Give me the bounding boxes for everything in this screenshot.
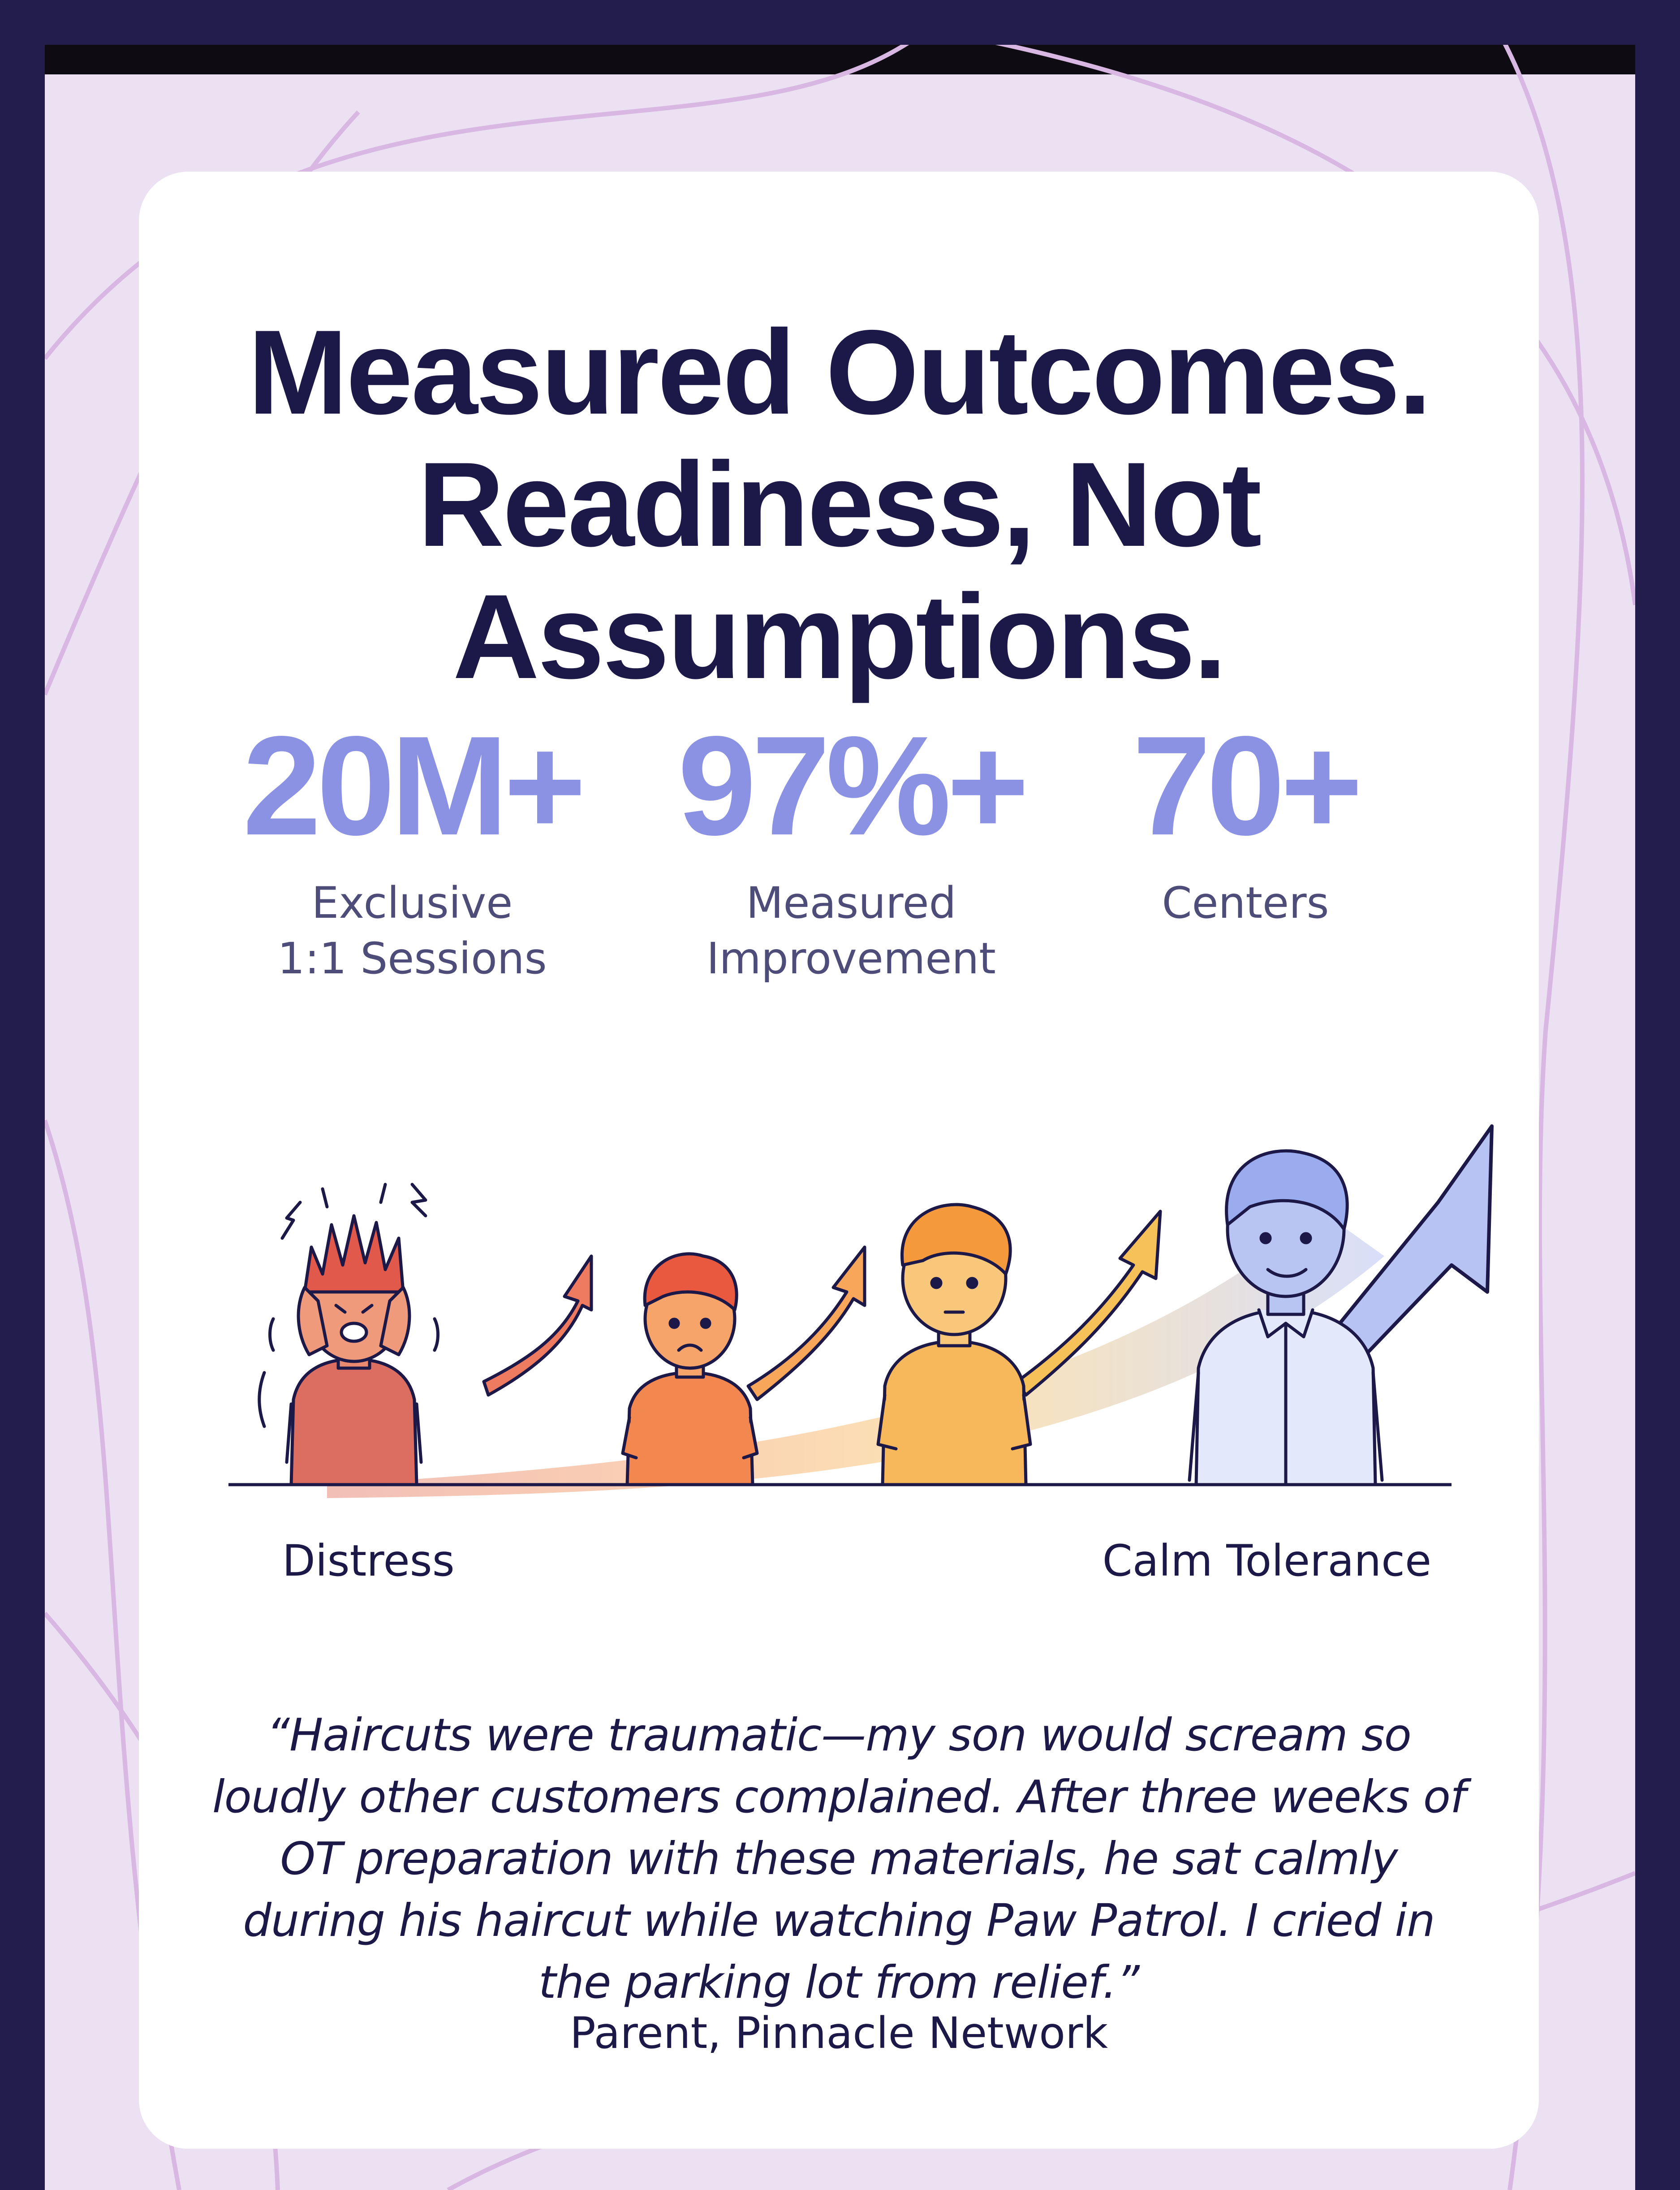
stat-label: Centers [1162,878,1329,928]
calm-young-man-figure [1188,1149,1384,1486]
stat-value: 20M+ [242,707,586,864]
stat-value: 70+ [1132,707,1363,864]
stat-label: Exclusive 1:1 Sessions [277,878,547,984]
testimonial-attribution: Parent, Pinnacle Network [569,2008,1108,2058]
headline: Measured Outcomes. Readiness, Not Assump… [248,305,1432,704]
worried-child-figure [621,1252,759,1486]
stat-sessions: 20M+ Exclusive 1:1 Sessions [188,714,636,986]
arrow-icon [482,1254,593,1397]
infographic-frame: Measured Outcomes. Readiness, Not Assump… [45,45,1635,2190]
stat-centers: 70+ Centers [1021,714,1469,931]
progress-illustration [228,1124,1494,1498]
scale-start-label: Distress [282,1536,455,1586]
stat-improvement: 97%+ Measured Improvement [627,714,1075,986]
testimonial-quote: “Haircuts were traumatic—my son would sc… [212,1709,1466,2009]
stat-value: 97%+ [677,707,1029,864]
arrow-icon [1015,1209,1162,1397]
progress-band [327,1211,1384,1498]
stat-label: Measured Improvement [706,878,996,984]
distressed-child-figure [258,1183,439,1486]
content-card: Measured Outcomes. Readiness, Not Assump… [139,172,1539,2149]
neutral-teen-figure [876,1203,1032,1486]
top-bar [45,45,1635,74]
arrow-icon [746,1245,866,1401]
scale-end-label: Calm Tolerance [1102,1536,1431,1586]
